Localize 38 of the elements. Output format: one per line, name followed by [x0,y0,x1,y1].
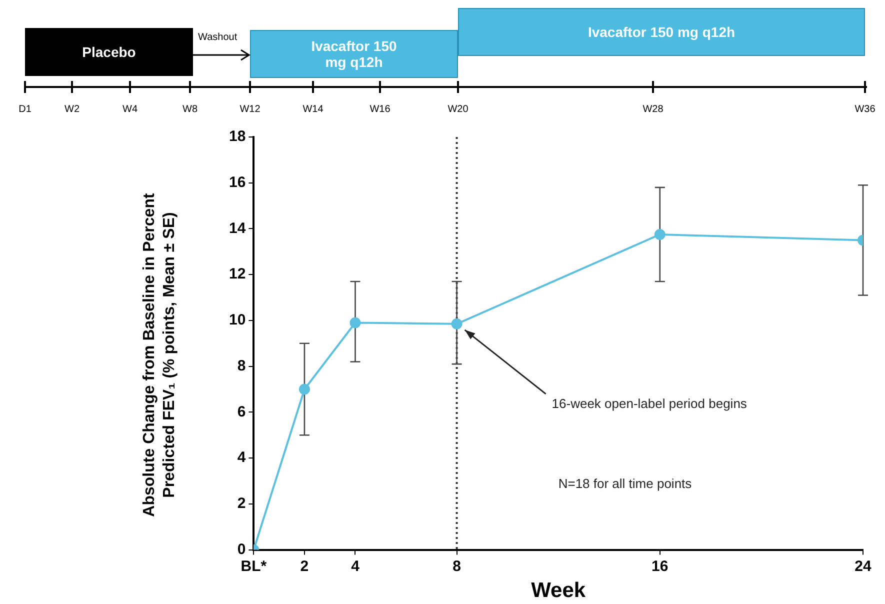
x-tick-label: 8 [452,558,461,575]
point [350,317,361,328]
y-axis-title: Absolute Change from Baseline in Percent Predicted FEV₁ (% points, Mean ± SE) [140,192,179,519]
x-axis-title: Week [531,579,586,602]
point [298,384,310,395]
point [654,228,666,240]
y-tick-label: 18 [228,128,246,146]
x-tick-label: 2 [300,558,309,575]
annotation: 16-week open-label period begins [552,396,748,411]
text: Washout [198,32,238,43]
text: W12 [240,104,260,115]
y-tick-label: 0 [237,540,246,558]
y-tick-label: 14 [228,220,246,237]
text: W8 [182,104,198,115]
y-tick-label: 4 [237,449,246,466]
schedule-block: Ivacaftor 150 mg q12h [458,8,865,56]
y-tick-label: 10 [228,312,246,329]
point [451,318,462,330]
text: W4 [122,104,138,115]
text: W14 [302,104,324,115]
schedule-block: Placebo [25,28,193,76]
text: W2 [64,104,80,115]
text: W28 [642,104,664,115]
x-tick-label: 16 [652,558,668,575]
x-tick-label: 4 [351,558,360,575]
y-tick-label: 6 [237,403,246,420]
y-tick-label: 2 [237,495,246,512]
text: W36 [854,104,876,115]
y-tick-label: 12 [228,266,246,283]
text: W20 [448,104,468,115]
x-tick-label: BL* [240,558,267,575]
annotation: N=18 for all time points [558,476,692,491]
schedule-block: Ivacaftor 150 mg q12h [250,30,458,78]
y-tick-label: 16 [228,174,246,192]
text: W16 [370,104,390,115]
text: D1 [18,104,32,115]
y-tick-label: 8 [237,357,246,374]
x-tick-label: 24 [854,558,872,575]
